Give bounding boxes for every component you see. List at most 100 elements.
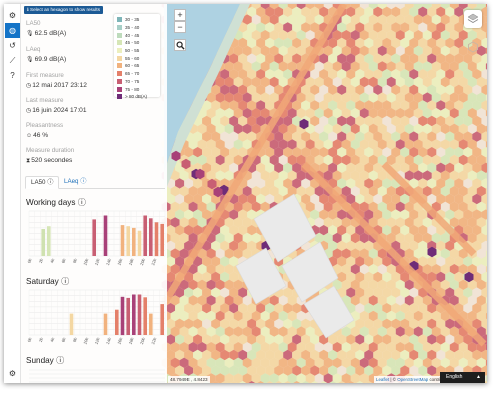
noise-hexagon[interactable] — [395, 123, 405, 134]
noise-hexagon[interactable] — [382, 22, 392, 33]
noise-hexagon[interactable] — [467, 279, 477, 290]
noise-hexagon[interactable] — [364, 209, 374, 220]
chart-bar-20h[interactable] — [143, 297, 147, 335]
noise-hexagon[interactable] — [427, 349, 437, 361]
noise-hexagon[interactable] — [215, 326, 225, 337]
noise-hexagon[interactable] — [404, 139, 414, 150]
noise-hexagon[interactable] — [238, 240, 248, 251]
noise-hexagon[interactable] — [391, 6, 401, 17]
noise-hexagon[interactable] — [310, 209, 320, 220]
noise-hexagon[interactable] — [233, 217, 243, 228]
noise-hexagon[interactable] — [224, 295, 234, 306]
noise-hexagon[interactable] — [211, 349, 221, 361]
noise-hexagon[interactable] — [233, 201, 243, 212]
noise-hexagon[interactable] — [485, 311, 487, 321]
noise-hexagon[interactable] — [359, 108, 369, 119]
noise-hexagon[interactable] — [395, 154, 405, 166]
noise-hexagon[interactable] — [251, 61, 261, 72]
noise-hexagon[interactable] — [256, 193, 266, 205]
noise-hexagon[interactable] — [215, 139, 225, 150]
noise-hexagon[interactable] — [373, 318, 383, 329]
noise-hexagon[interactable] — [404, 154, 414, 166]
noise-hexagon[interactable] — [359, 30, 369, 41]
noise-hexagon[interactable] — [431, 186, 441, 197]
noise-hexagon[interactable] — [170, 342, 180, 353]
noise-hexagon[interactable] — [337, 69, 347, 80]
noise-hexagon[interactable] — [481, 37, 487, 49]
chart-bar-23h[interactable] — [160, 304, 164, 335]
noise-hexagon[interactable] — [454, 287, 464, 298]
noise-hexagon[interactable] — [197, 326, 207, 337]
noise-hexagon[interactable] — [472, 147, 482, 158]
noise-hexagon[interactable] — [413, 170, 423, 181]
noise-hexagon[interactable] — [373, 256, 383, 267]
noise-hexagon[interactable] — [359, 170, 369, 181]
noise-hexagon[interactable] — [301, 100, 311, 111]
noise-hexagon[interactable] — [166, 225, 176, 236]
noise-hexagon[interactable] — [481, 53, 487, 64]
noise-hexagon[interactable] — [463, 37, 473, 49]
noise-hexagon[interactable] — [458, 61, 468, 72]
noise-hexagon[interactable] — [188, 310, 198, 322]
noise-hexagon[interactable] — [404, 170, 414, 181]
noise-hexagon[interactable] — [427, 271, 437, 283]
noise-hexagon[interactable] — [476, 232, 486, 244]
chart-bar-3h[interactable] — [47, 226, 51, 256]
noise-hexagon[interactable] — [328, 100, 338, 111]
noise-hexagon[interactable] — [445, 84, 455, 95]
noise-hexagon[interactable] — [283, 115, 293, 127]
noise-hexagon[interactable] — [166, 271, 176, 283]
noise-hexagon[interactable] — [170, 357, 180, 368]
noise-hexagon[interactable] — [368, 61, 378, 72]
noise-hexagon[interactable] — [440, 170, 450, 181]
noise-hexagon[interactable] — [436, 178, 446, 189]
noise-hexagon[interactable] — [463, 193, 473, 205]
noise-hexagon[interactable] — [431, 139, 441, 150]
noise-hexagon[interactable] — [400, 365, 410, 376]
noise-hexagon[interactable] — [485, 139, 487, 149]
noise-hexagon[interactable] — [332, 108, 342, 119]
noise-hexagon[interactable] — [350, 342, 360, 353]
noise-hexagon[interactable] — [346, 271, 356, 283]
noise-hexagon[interactable] — [454, 131, 464, 142]
noise-hexagon[interactable] — [463, 162, 473, 173]
noise-hexagon[interactable] — [229, 209, 239, 220]
noise-hexagon[interactable] — [278, 4, 288, 10]
noise-hexagon[interactable] — [220, 84, 230, 95]
noise-hexagon[interactable] — [179, 342, 189, 353]
noise-hexagon[interactable] — [409, 349, 419, 361]
noise-hexagon-hot[interactable] — [464, 271, 474, 283]
noise-hexagon[interactable] — [323, 139, 333, 150]
noise-hexagon[interactable] — [220, 381, 229, 383]
noise-hexagon[interactable] — [242, 248, 252, 259]
noise-hexagon[interactable] — [206, 201, 216, 212]
noise-hexagon[interactable] — [301, 22, 311, 33]
noise-hexagon[interactable] — [283, 178, 293, 189]
noise-hexagon[interactable] — [373, 37, 383, 49]
noise-hexagon[interactable] — [247, 240, 257, 251]
noise-hexagon[interactable] — [373, 365, 383, 376]
history-icon[interactable]: ↺ — [9, 41, 16, 50]
noise-hexagon[interactable] — [485, 280, 487, 290]
noise-hexagon[interactable] — [449, 170, 459, 181]
noise-hexagon[interactable] — [206, 295, 216, 306]
noise-hexagon[interactable] — [242, 326, 252, 337]
noise-hexagon[interactable] — [332, 357, 342, 368]
noise-hexagon[interactable] — [355, 162, 365, 173]
noise-hexagon[interactable] — [463, 334, 473, 345]
noise-hexagon[interactable] — [341, 248, 351, 259]
noise-hexagon[interactable] — [166, 256, 176, 267]
noise-hexagon[interactable] — [242, 61, 252, 72]
noise-hexagon[interactable] — [476, 201, 486, 212]
noise-hexagon[interactable] — [269, 139, 279, 150]
noise-hexagon[interactable] — [170, 186, 180, 197]
noise-hexagon[interactable] — [368, 123, 378, 134]
noise-hexagon[interactable] — [458, 295, 468, 306]
noise-hexagon[interactable] — [224, 326, 234, 337]
noise-hexagon[interactable] — [265, 100, 275, 111]
noise-hexagon[interactable] — [368, 170, 378, 181]
noise-hexagon[interactable] — [440, 342, 450, 353]
noise-hexagon[interactable] — [242, 108, 252, 119]
noise-hexagon[interactable] — [476, 61, 486, 72]
noise-hexagon[interactable] — [220, 100, 230, 111]
